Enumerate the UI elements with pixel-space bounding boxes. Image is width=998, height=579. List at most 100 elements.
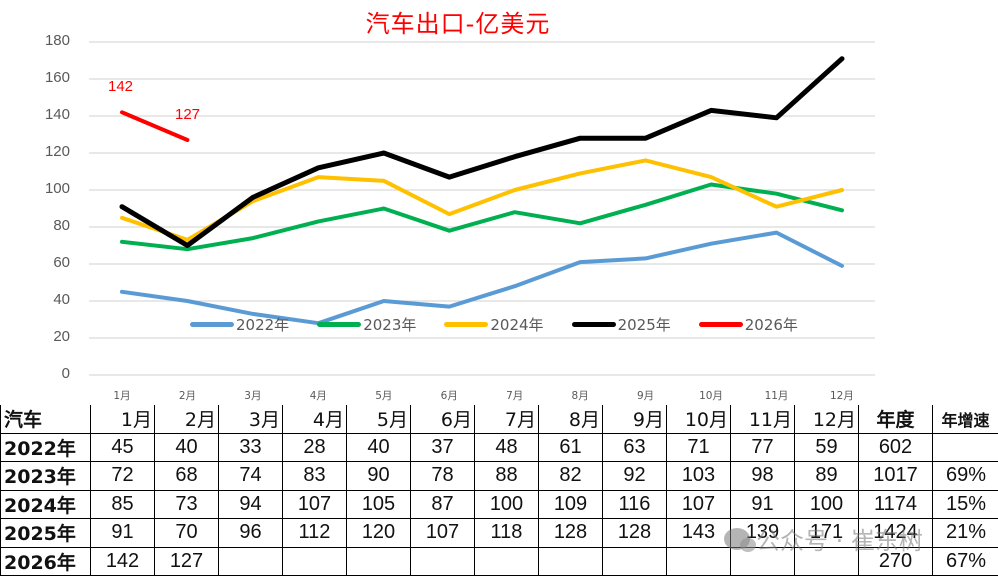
growth-rate-cell: 21%	[932, 518, 998, 548]
row-label: 2025年	[0, 518, 91, 548]
table-cell	[346, 546, 411, 576]
row-label: 2022年	[0, 432, 91, 462]
table-cell: 89	[794, 461, 859, 491]
table-cell: 82	[538, 461, 603, 491]
table-cell: 87	[410, 489, 475, 519]
x-tick-label: 9月	[637, 390, 655, 402]
x-tick-label: 12月	[830, 390, 854, 402]
table-cell: 92	[602, 461, 667, 491]
table-cell: 61	[538, 432, 603, 462]
y-tick-label: 40	[53, 291, 70, 308]
column-header: 2月	[154, 405, 219, 434]
data-label-2026-jan: 142	[108, 78, 134, 95]
series-line-2024	[120, 158, 844, 242]
growth-rate-cell: 69%	[932, 461, 998, 491]
table-cell: 96	[218, 518, 283, 548]
x-tick-label: 11月	[764, 390, 789, 402]
annual-total-cell: 1017	[858, 461, 933, 491]
table-cell: 118	[474, 518, 539, 548]
table-cell	[474, 546, 539, 576]
legend-swatch-icon	[698, 322, 743, 327]
y-tick-label: 20	[53, 328, 70, 345]
table-cell: 107	[282, 489, 347, 519]
annual-total-cell: 1174	[858, 489, 933, 519]
x-tick-label: 4月	[309, 390, 327, 402]
table-cell: 63	[602, 432, 667, 462]
y-tick-label: 100	[44, 180, 70, 197]
table-cell: 100	[474, 489, 539, 519]
table-cell	[602, 546, 667, 576]
table-cell: 142	[90, 546, 155, 576]
table-cell: 112	[282, 518, 347, 548]
legend-label: 2023年	[363, 316, 417, 334]
column-header: 9月	[602, 405, 667, 434]
table-row: 2023年 72 68 74 83 90 78 88 82 92 103 98 89 1017 69%	[0, 461, 998, 491]
legend-item-2022: 2022年	[190, 314, 289, 335]
table-cell	[218, 546, 283, 576]
x-tick-label: 3月	[244, 390, 262, 402]
table-cell: 127	[154, 546, 219, 576]
table-cell: 37	[410, 432, 475, 462]
table-cell	[538, 546, 603, 576]
annual-total-cell: 602	[858, 432, 933, 462]
column-header: 12月	[794, 405, 859, 434]
table-cell: 73	[154, 489, 219, 519]
table-row: 2024年 85 73 94 107 105 87 100 109 116 107 91 100 1174…	[0, 489, 998, 519]
legend-item-2024: 2024年	[444, 314, 544, 335]
table-cell: 83	[282, 461, 347, 491]
data-table: 汽车 1月 2月 3月 4月 5月 6月 7月 8月 9月 10月 11月 12月 年度 年增速 2022年 4…	[0, 405, 998, 576]
table-cell: 40	[346, 432, 411, 462]
table-cell: 85	[90, 489, 155, 519]
table-cell: 48	[474, 432, 539, 462]
table-row: 2026年 142 127 270 67%	[0, 546, 998, 576]
table-cell: 107	[410, 518, 475, 548]
table-cell: 100	[794, 489, 859, 519]
table-cell: 70	[154, 518, 219, 548]
chart-legend: 2022年 2023年 2024年 2025年 2026年	[190, 314, 826, 335]
table-cell	[410, 546, 475, 576]
table-cell: 28	[282, 432, 347, 462]
x-tick-label: 1月	[113, 390, 131, 402]
series-line-2026	[120, 110, 190, 142]
annual-total-cell: 1424	[858, 518, 933, 548]
series-line-2022	[120, 230, 844, 326]
table-cell: 33	[218, 432, 283, 462]
x-tick-label: 5月	[375, 390, 393, 402]
table-cell: 105	[346, 489, 411, 519]
x-tick-label: 7月	[506, 390, 524, 402]
table-cell: 143	[666, 518, 731, 548]
legend-swatch-icon	[317, 322, 362, 327]
growth-rate-cell: 67%	[932, 546, 998, 576]
table-cell: 91	[90, 518, 155, 548]
y-tick-label: 60	[53, 254, 70, 271]
column-header: 1月	[90, 405, 155, 434]
table-cell: 128	[602, 518, 667, 548]
table-cell: 68	[154, 461, 219, 491]
column-header: 10月	[666, 405, 731, 434]
table-cell: 59	[794, 432, 859, 462]
annual-total-cell: 270	[858, 546, 933, 576]
y-tick-label: 180	[44, 32, 70, 49]
table-cell: 128	[538, 518, 603, 548]
table-row: 2022年 45 40 33 28 40 37 48 61 63 71 77 59 602	[0, 432, 998, 462]
row-label: 2026年	[0, 546, 91, 576]
chart-title: 汽车出口-亿美元	[365, 10, 551, 38]
table-cell: 103	[666, 461, 731, 491]
y-tick-label: 160	[44, 69, 70, 86]
table-cell: 88	[474, 461, 539, 491]
legend-swatch-icon	[190, 322, 234, 327]
row-label: 2023年	[0, 461, 91, 491]
data-label-2026-feb: 127	[175, 106, 201, 123]
table-cell: 72	[90, 461, 155, 491]
growth-rate-cell	[932, 432, 998, 462]
legend-label: 2022年	[236, 316, 290, 334]
table-cell: 139	[730, 518, 795, 548]
table-cell: 120	[346, 518, 411, 548]
legend-label: 2026年	[744, 316, 798, 334]
y-tick-label: 140	[44, 106, 70, 123]
legend-swatch-icon	[571, 322, 616, 327]
table-cell: 171	[794, 518, 859, 548]
table-cell: 78	[410, 461, 475, 491]
y-tick-label: 0	[61, 365, 70, 382]
column-header: 4月	[282, 405, 347, 434]
